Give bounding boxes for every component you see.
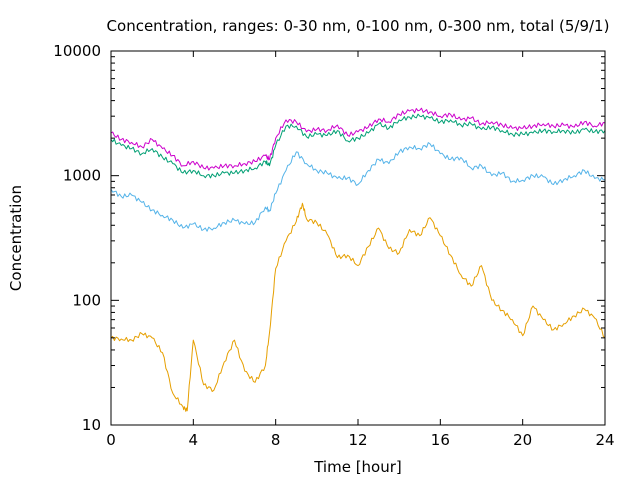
x-tick-label: 8 [271, 431, 281, 449]
y-tick-label: 100 [72, 291, 101, 309]
series-line [110, 202, 606, 412]
chart-title: Concentration, ranges: 0-30 nm, 0-100 nm… [107, 17, 610, 35]
y-axis-label: Concentration [7, 185, 25, 291]
x-tick-label: 0 [106, 431, 116, 449]
x-tick-label: 12 [348, 431, 367, 449]
series-line [110, 107, 606, 171]
series-line [110, 113, 606, 179]
axes-layer: 0 4 8 12 16 20 24 10 100 1000 10000 [53, 42, 614, 449]
y-tick-label: 10 [82, 416, 101, 434]
series-line [110, 142, 606, 232]
x-tick-label: 16 [431, 431, 450, 449]
y-tick-label: 1000 [63, 167, 101, 185]
x-axis-label: Time [hour] [313, 458, 402, 476]
plot-frame [110, 50, 606, 426]
x-tick-label: 4 [189, 431, 199, 449]
x-tick-label: 20 [513, 431, 532, 449]
series-layer [110, 107, 606, 412]
y-tick-label: 10000 [53, 42, 101, 60]
x-tick-label: 24 [595, 431, 614, 449]
